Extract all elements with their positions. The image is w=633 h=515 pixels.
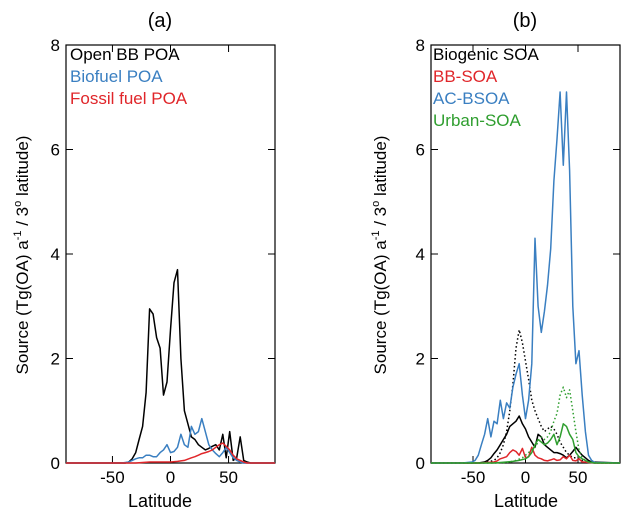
panel-a-title: (a) <box>148 10 172 32</box>
panel-a-series <box>66 268 275 464</box>
panel-b-y-axis-label: Source (Tg(OA) a-1 / 3o latitude) <box>370 136 390 375</box>
x-tick-label: 0 <box>166 468 175 487</box>
legend-entry-bb-soa: BB-SOA <box>433 67 498 86</box>
series-line-ac-bsoa <box>431 91 621 464</box>
y-tick-label: 6 <box>51 141 60 160</box>
panel-b: (b) Source (Tg(OA) a-1 / 3o latitude) La… <box>370 10 621 511</box>
panel-b-ticks: -50 0 50 0 2 4 6 8 <box>416 36 620 487</box>
series-line-fossil-fuel-poa <box>66 442 275 464</box>
legend-entry-urban-soa: Urban-SOA <box>433 111 522 130</box>
legend-entry-biogenic-soa: Biogenic SOA <box>433 45 539 64</box>
panel-b-series <box>431 91 621 464</box>
series-line-unnamed-dotted-1 <box>431 329 620 464</box>
x-tick-label: -50 <box>461 468 486 487</box>
series-line-unnamed-dotted-5 <box>431 386 620 464</box>
legend-entry-ac-bsoa: AC-BSOA <box>433 89 510 108</box>
x-tick-label: 50 <box>219 468 238 487</box>
panel-a-y-axis-label: Source (Tg(OA) a-1 / 3o latitude) <box>12 136 32 375</box>
legend-entry-fossil-fuel-poa: Fossil fuel POA <box>70 89 188 108</box>
x-tick-label: 50 <box>569 468 588 487</box>
panel-a-legend: Open BB POA Biofuel POA Fossil fuel POA <box>70 45 188 108</box>
y-tick-label: 4 <box>416 245 425 264</box>
y-tick-label: 8 <box>51 36 60 55</box>
x-tick-label: -50 <box>100 468 125 487</box>
panel-b-legend: Biogenic SOA BB-SOA AC-BSOA Urban-SOA <box>433 45 539 130</box>
y-tick-label: 6 <box>416 141 425 160</box>
panel-b-x-axis-label: Latitude <box>494 491 558 511</box>
y-tick-label: 2 <box>51 350 60 369</box>
legend-entry-biofuel-poa: Biofuel POA <box>70 67 163 86</box>
panel-a-x-axis-label: Latitude <box>128 491 192 511</box>
legend-entry-open-bb-poa: Open BB POA <box>70 45 180 64</box>
y-tick-label: 2 <box>416 350 425 369</box>
series-line-biofuel-poa <box>66 417 275 464</box>
panel-a: (a) Source (Tg(OA) a-1 / 3o latitude) La… <box>12 10 276 511</box>
series-line-urban-soa <box>431 423 620 464</box>
y-tick-label: 0 <box>416 454 425 473</box>
series-line-bb-soa <box>431 446 620 464</box>
y-tick-label: 0 <box>51 454 60 473</box>
y-tick-label: 4 <box>51 245 60 264</box>
series-line-open-bb-poa <box>66 268 275 464</box>
y-tick-label: 8 <box>416 36 425 55</box>
panel-b-title: (b) <box>513 10 537 32</box>
x-tick-label: 0 <box>521 468 530 487</box>
